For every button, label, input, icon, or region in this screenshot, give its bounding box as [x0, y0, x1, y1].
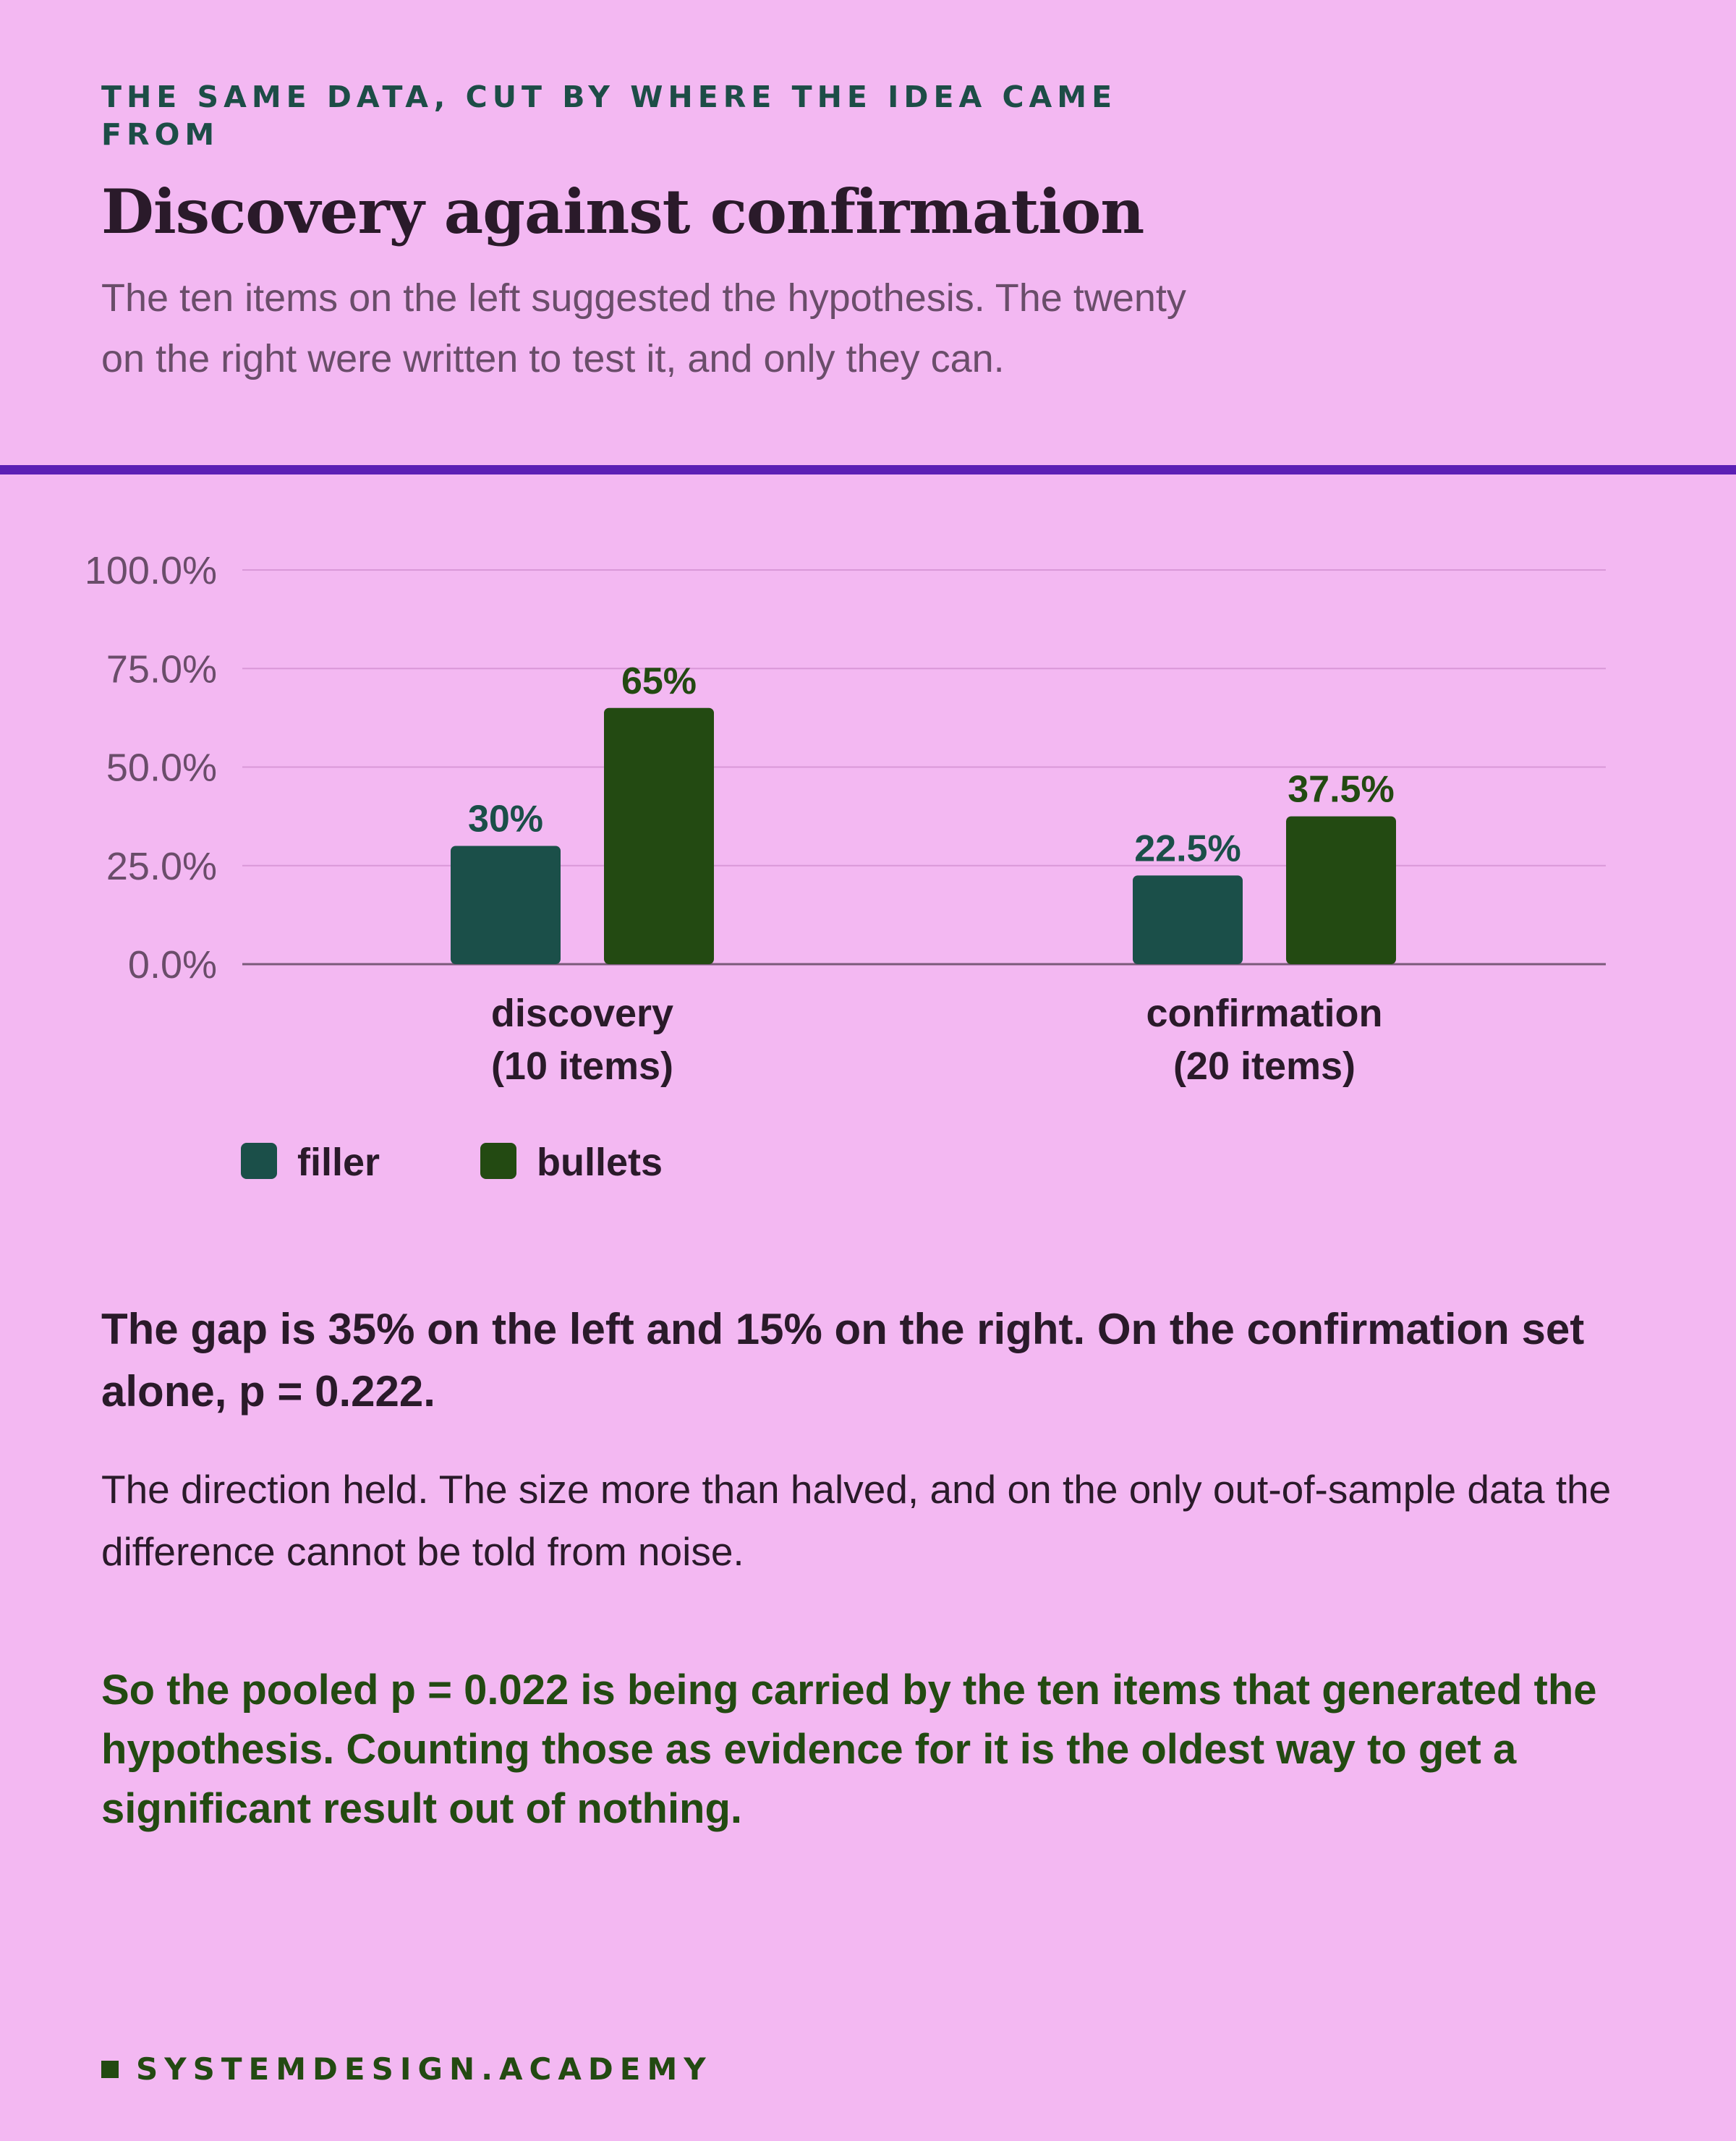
bar-bullets-confirmation [1286, 816, 1396, 964]
chart-legend: filler bullets [241, 1141, 663, 1184]
bar-value-label: 37.5% [1288, 769, 1394, 811]
bar-bullets-discovery [604, 707, 714, 964]
x-axis-labels: discovery (10 items) confirmation (20 items… [491, 992, 1383, 1088]
legend-swatch-bullets [480, 1143, 516, 1179]
x-category-label: discovery [491, 992, 673, 1035]
page-title: Discovery against confirmation [101, 176, 1144, 247]
footer-brand: SYSTEMDESIGN.ACADEMY [101, 2051, 712, 2087]
y-axis-ticks: 0.0% 25.0% 50.0% 75.0% 100.0% [85, 549, 217, 987]
header-divider [0, 465, 1736, 474]
legend-swatch-filler [241, 1143, 277, 1179]
bar-filler-discovery [451, 846, 561, 964]
y-tick-label: 0.0% [128, 943, 217, 987]
bar-filler-confirmation [1133, 875, 1243, 964]
y-tick-label: 25.0% [106, 845, 217, 888]
y-tick-label: 100.0% [85, 549, 217, 592]
x-category-label: confirmation [1146, 992, 1382, 1035]
y-tick-label: 50.0% [106, 746, 217, 790]
findings-conclusion: So the pooled p = 0.022 is being carried… [101, 1667, 1597, 1832]
chart-gridlines [242, 569, 1606, 966]
chart-bars: 30% 65% 22.5% 37.5% [451, 660, 1396, 964]
legend-label-filler: filler [297, 1141, 380, 1184]
brand-square-icon [101, 2060, 119, 2078]
x-category-label: (10 items) [491, 1044, 673, 1088]
x-category-label: (20 items) [1173, 1044, 1356, 1088]
findings-headline: The gap is 35% on the left and 15% on th… [101, 1305, 1585, 1416]
bar-chart: 0.0% 25.0% 50.0% 75.0% 100.0% 30% 65% 22.5% 37.… [85, 549, 1606, 1184]
y-tick-label: 75.0% [106, 647, 217, 691]
bar-value-label: 30% [468, 799, 543, 840]
findings-body: The direction held. The size more than h… [101, 1467, 1612, 1574]
eyebrow-label: THE SAME DATA, CUT BY WHERE THE IDEA CAM… [101, 80, 1118, 152]
bar-value-label: 65% [621, 660, 697, 702]
bar-value-label: 22.5% [1134, 827, 1241, 869]
brand-name: SYSTEMDESIGN.ACADEMY [136, 2051, 712, 2087]
page-subtitle: The ten items on the left suggested the … [101, 276, 1186, 380]
legend-label-bullets: bullets [537, 1141, 663, 1184]
